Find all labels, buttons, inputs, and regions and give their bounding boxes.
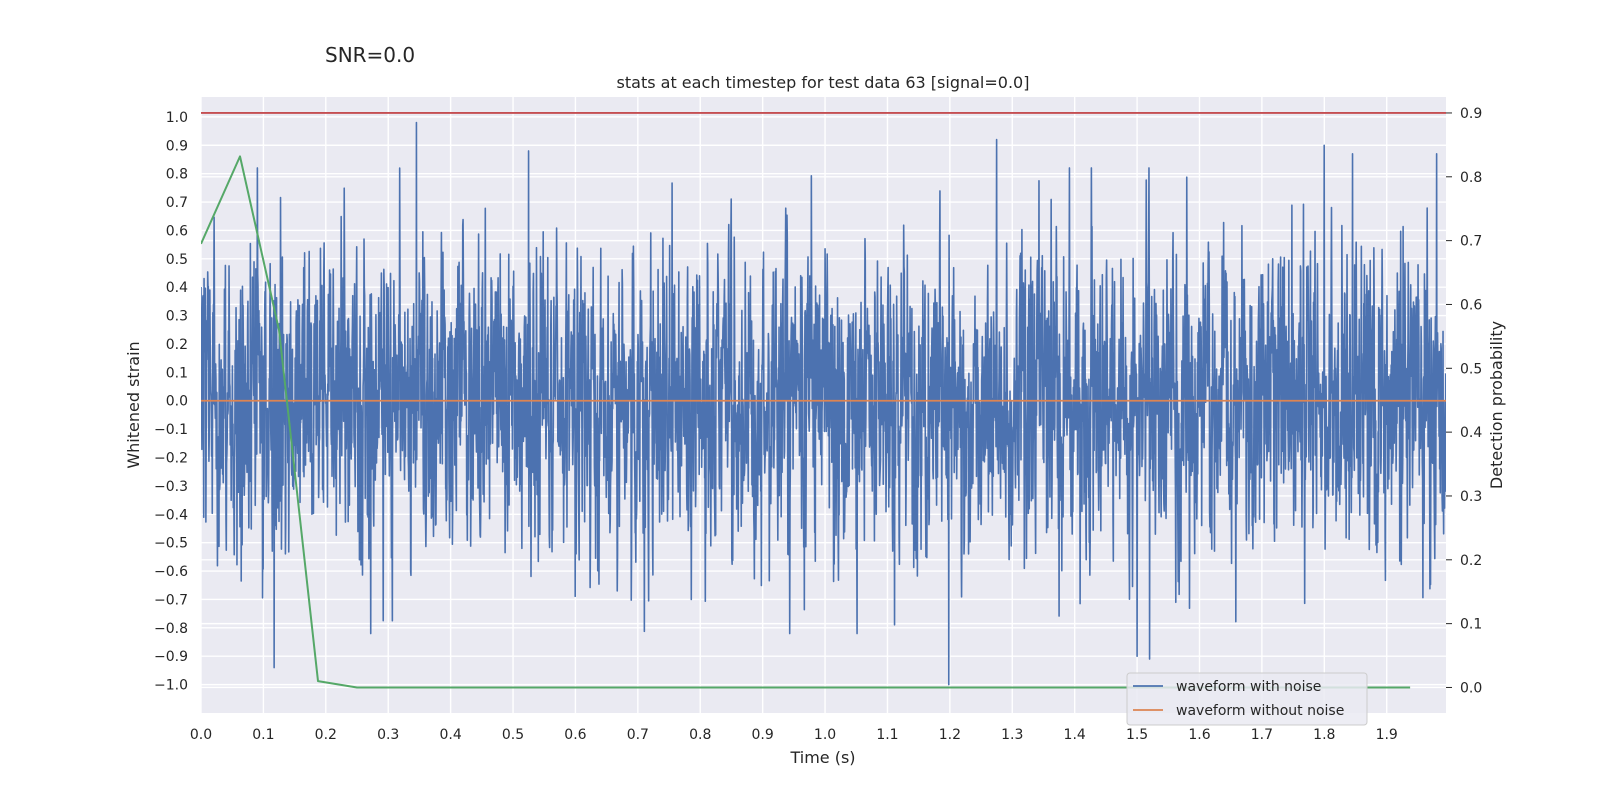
legend-label-clean: waveform without noise	[1176, 703, 1344, 719]
x-tick-label: 1.5	[1126, 727, 1148, 743]
x-tick-label: 0.1	[252, 727, 274, 743]
left-y-tick-label: −0.4	[154, 507, 188, 523]
left-y-tick-label: −0.5	[154, 536, 188, 552]
left-y-tick-label: −0.1	[154, 422, 188, 438]
right-y-tick-labels: 0.9 0.8 0.7 0.6 0.5 0.4 0.3 0.2 0.1 0.0	[1460, 106, 1482, 697]
left-y-tick-label: −0.2	[154, 451, 188, 467]
x-tick-label: 1.3	[1001, 727, 1023, 743]
left-y-tick-labels: 1.0 0.9 0.8 0.7 0.6 0.5 0.4 0.3 0.2 0.1 0.0 −0.1 −0.…	[154, 110, 188, 694]
left-y-tick-label: −0.7	[154, 592, 188, 608]
right-y-tick-label: 0.0	[1460, 680, 1482, 696]
x-tick-label: 0.2	[315, 727, 337, 743]
x-tick-label: 1.4	[1064, 727, 1086, 743]
x-tick-label: 1.7	[1251, 727, 1273, 743]
left-y-tick-label: 0.8	[166, 167, 188, 183]
left-y-tick-label: −0.9	[154, 649, 188, 665]
left-y-tick-label: 0.3	[166, 309, 188, 325]
x-tick-label: 1.2	[939, 727, 961, 743]
left-y-tick-label: 0.0	[166, 394, 188, 410]
x-tick-label: 0.5	[502, 727, 524, 743]
x-tick-label: 1.0	[814, 727, 836, 743]
x-tick-label: 0.9	[752, 727, 774, 743]
x-tick-label: 1.1	[876, 727, 898, 743]
left-y-tick-label: 0.4	[166, 280, 188, 296]
x-tick-label: 1.6	[1188, 727, 1210, 743]
right-y-tick-label: 0.4	[1460, 425, 1482, 441]
right-y-axis-label: Detection probability	[1487, 321, 1506, 489]
right-y-tick-label: 0.5	[1460, 361, 1482, 377]
left-y-tick-label: 0.2	[166, 337, 188, 353]
left-y-tick-label: 0.6	[166, 223, 188, 239]
x-tick-label: 1.8	[1313, 727, 1335, 743]
x-tick-label: 0.6	[564, 727, 586, 743]
x-tick-label: 0.3	[377, 727, 399, 743]
x-tick-labels: 0.0 0.1 0.2 0.3 0.4 0.5 0.6 0.7 0.8 0.9 1.0 1.1 1.2 1…	[190, 727, 1398, 743]
left-y-tick-label: 0.9	[166, 138, 188, 154]
x-tick-label: 1.9	[1376, 727, 1398, 743]
right-y-tick-label: 0.3	[1460, 489, 1482, 505]
x-tick-label: 0.8	[689, 727, 711, 743]
left-y-tick-label: 1.0	[166, 110, 188, 126]
right-y-tick-label: 0.1	[1460, 617, 1482, 633]
right-y-tick-label: 0.6	[1460, 297, 1482, 313]
left-y-tick-label: −0.3	[154, 479, 188, 495]
left-y-tick-label: 0.7	[166, 195, 188, 211]
left-y-tick-label: −1.0	[154, 678, 188, 694]
legend-box	[1126, 672, 1368, 726]
right-y-tick-label: 0.8	[1460, 170, 1482, 186]
suptitle: SNR=0.0	[325, 43, 415, 67]
x-tick-label: 0.7	[627, 727, 649, 743]
series-waveform-with-noise	[201, 121, 1446, 686]
left-y-tick-label: 0.5	[166, 252, 188, 268]
right-y-tick-label: 0.7	[1460, 234, 1482, 250]
x-tick-label: 0.4	[439, 727, 461, 743]
left-y-tick-label: −0.8	[154, 621, 188, 637]
right-y-tick-label: 0.2	[1460, 553, 1482, 569]
legend: waveform with noise waveform without noi…	[1126, 672, 1368, 726]
left-y-tick-label: 0.1	[166, 365, 188, 381]
left-y-tick-label: −0.6	[154, 564, 188, 580]
left-y-axis-label: Whitened strain	[124, 341, 143, 468]
x-axis-label: Time (s)	[789, 748, 855, 767]
chart-title: stats at each timestep for test data 63 …	[617, 73, 1030, 92]
right-y-tick-label: 0.9	[1460, 106, 1482, 122]
legend-label-noise: waveform with noise	[1176, 679, 1321, 695]
x-tick-label: 0.0	[190, 727, 212, 743]
